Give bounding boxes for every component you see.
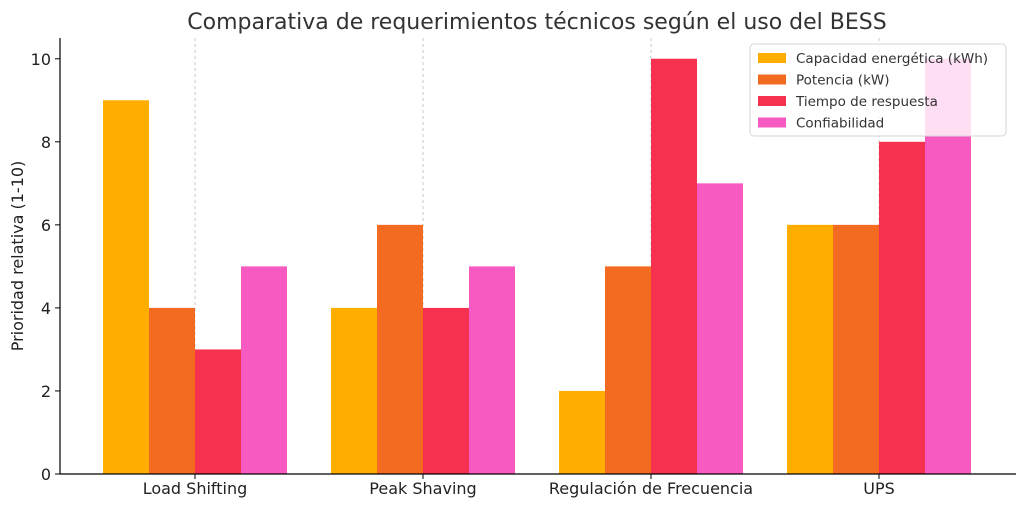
legend: Capacidad energética (kWh) Potencia (kW) T…	[749, 43, 1007, 137]
bar-series-3-category-1	[195, 349, 241, 474]
x-tick-label: Load Shifting	[143, 479, 248, 498]
bar-series-1-category-3	[559, 390, 605, 474]
x-ticks: Load Shifting Peak Shaving Regulación de F…	[143, 474, 895, 498]
legend-swatch-4	[758, 117, 786, 128]
bar-series-2-category-2	[377, 224, 423, 474]
x-tick-label: Peak Shaving	[369, 479, 476, 498]
y-tick-label: 8	[41, 133, 51, 152]
y-ticks: 0 2 4 6 8 10	[31, 50, 60, 484]
y-tick-label: 2	[41, 382, 51, 401]
y-axis-label: Prioridad relativa (1-10)	[8, 161, 27, 352]
y-tick-label: 10	[31, 50, 51, 69]
bar-series-3-category-2	[423, 307, 469, 474]
y-tick-label: 6	[41, 216, 51, 235]
bar-series-4-category-1	[241, 266, 287, 474]
bars	[103, 58, 971, 475]
bar-series-3-category-4	[879, 141, 925, 475]
bar-series-1-category-1	[103, 100, 149, 475]
bar-series-1-category-4	[787, 224, 833, 474]
bar-series-4-category-2	[469, 266, 515, 474]
x-tick-label: UPS	[863, 479, 895, 498]
bar-series-4-category-3	[697, 183, 743, 475]
bar-series-2-category-3	[605, 266, 651, 474]
legend-swatch-1	[758, 53, 786, 63]
legend-swatch-3	[758, 96, 786, 106]
bar-series-1-category-2	[331, 307, 377, 474]
legend-label-1: Capacidad energética (kWh)	[796, 51, 988, 67]
axes	[59, 38, 1016, 475]
x-tick-label: Regulación de Frecuencia	[549, 479, 753, 498]
bar-series-2-category-1	[149, 307, 195, 474]
legend-label-3: Tiempo de respuesta	[795, 94, 938, 110]
y-tick-label: 0	[41, 465, 51, 484]
chart-title: Comparativa de requerimientos técnicos s…	[187, 10, 886, 35]
legend-swatch-2	[758, 74, 786, 85]
y-tick-label: 4	[41, 299, 51, 318]
legend-label-2: Potencia (kW)	[796, 73, 890, 89]
legend-label-4: Confiabilidad	[796, 116, 884, 132]
bar-series-3-category-3	[651, 58, 697, 475]
bar-series-2-category-4	[833, 224, 879, 474]
legend-box	[749, 43, 1007, 137]
